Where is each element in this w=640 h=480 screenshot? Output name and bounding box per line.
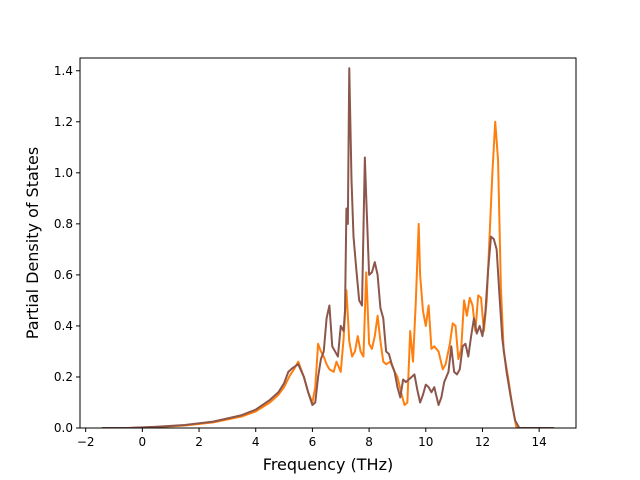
y-tick-label: 1.0 <box>54 166 73 180</box>
y-tick-label: 1.2 <box>54 115 73 129</box>
plot-frame <box>79 57 577 429</box>
y-axis: 0.0 0.2 0.4 0.6 0.8 1.0 1.2 1.4 <box>54 64 80 435</box>
x-tick-label: −2 <box>77 435 95 449</box>
x-tick-label: 4 <box>252 435 260 449</box>
x-tick-label: 14 <box>532 435 547 449</box>
y-tick-label: 1.4 <box>54 64 73 78</box>
x-tick-label: 2 <box>195 435 203 449</box>
series-line-2 <box>101 67 555 428</box>
x-tick-label: 12 <box>475 435 490 449</box>
x-tick-label: 6 <box>309 435 317 449</box>
x-axis-label: Frequency (THz) <box>263 455 393 474</box>
x-tick-label: 0 <box>139 435 147 449</box>
y-tick-label: 0.6 <box>54 268 73 282</box>
y-axis-label: Partial Density of States <box>23 147 42 339</box>
x-tick-label: 10 <box>418 435 433 449</box>
y-tick-label: 0.0 <box>54 421 73 435</box>
series-layer <box>101 67 555 428</box>
x-axis: −2 0 2 4 6 8 10 12 14 <box>77 428 547 449</box>
y-tick-label: 0.2 <box>54 370 73 384</box>
y-tick-label: 0.8 <box>54 217 73 231</box>
y-tick-label: 0.4 <box>54 319 73 333</box>
x-tick-label: 8 <box>365 435 373 449</box>
